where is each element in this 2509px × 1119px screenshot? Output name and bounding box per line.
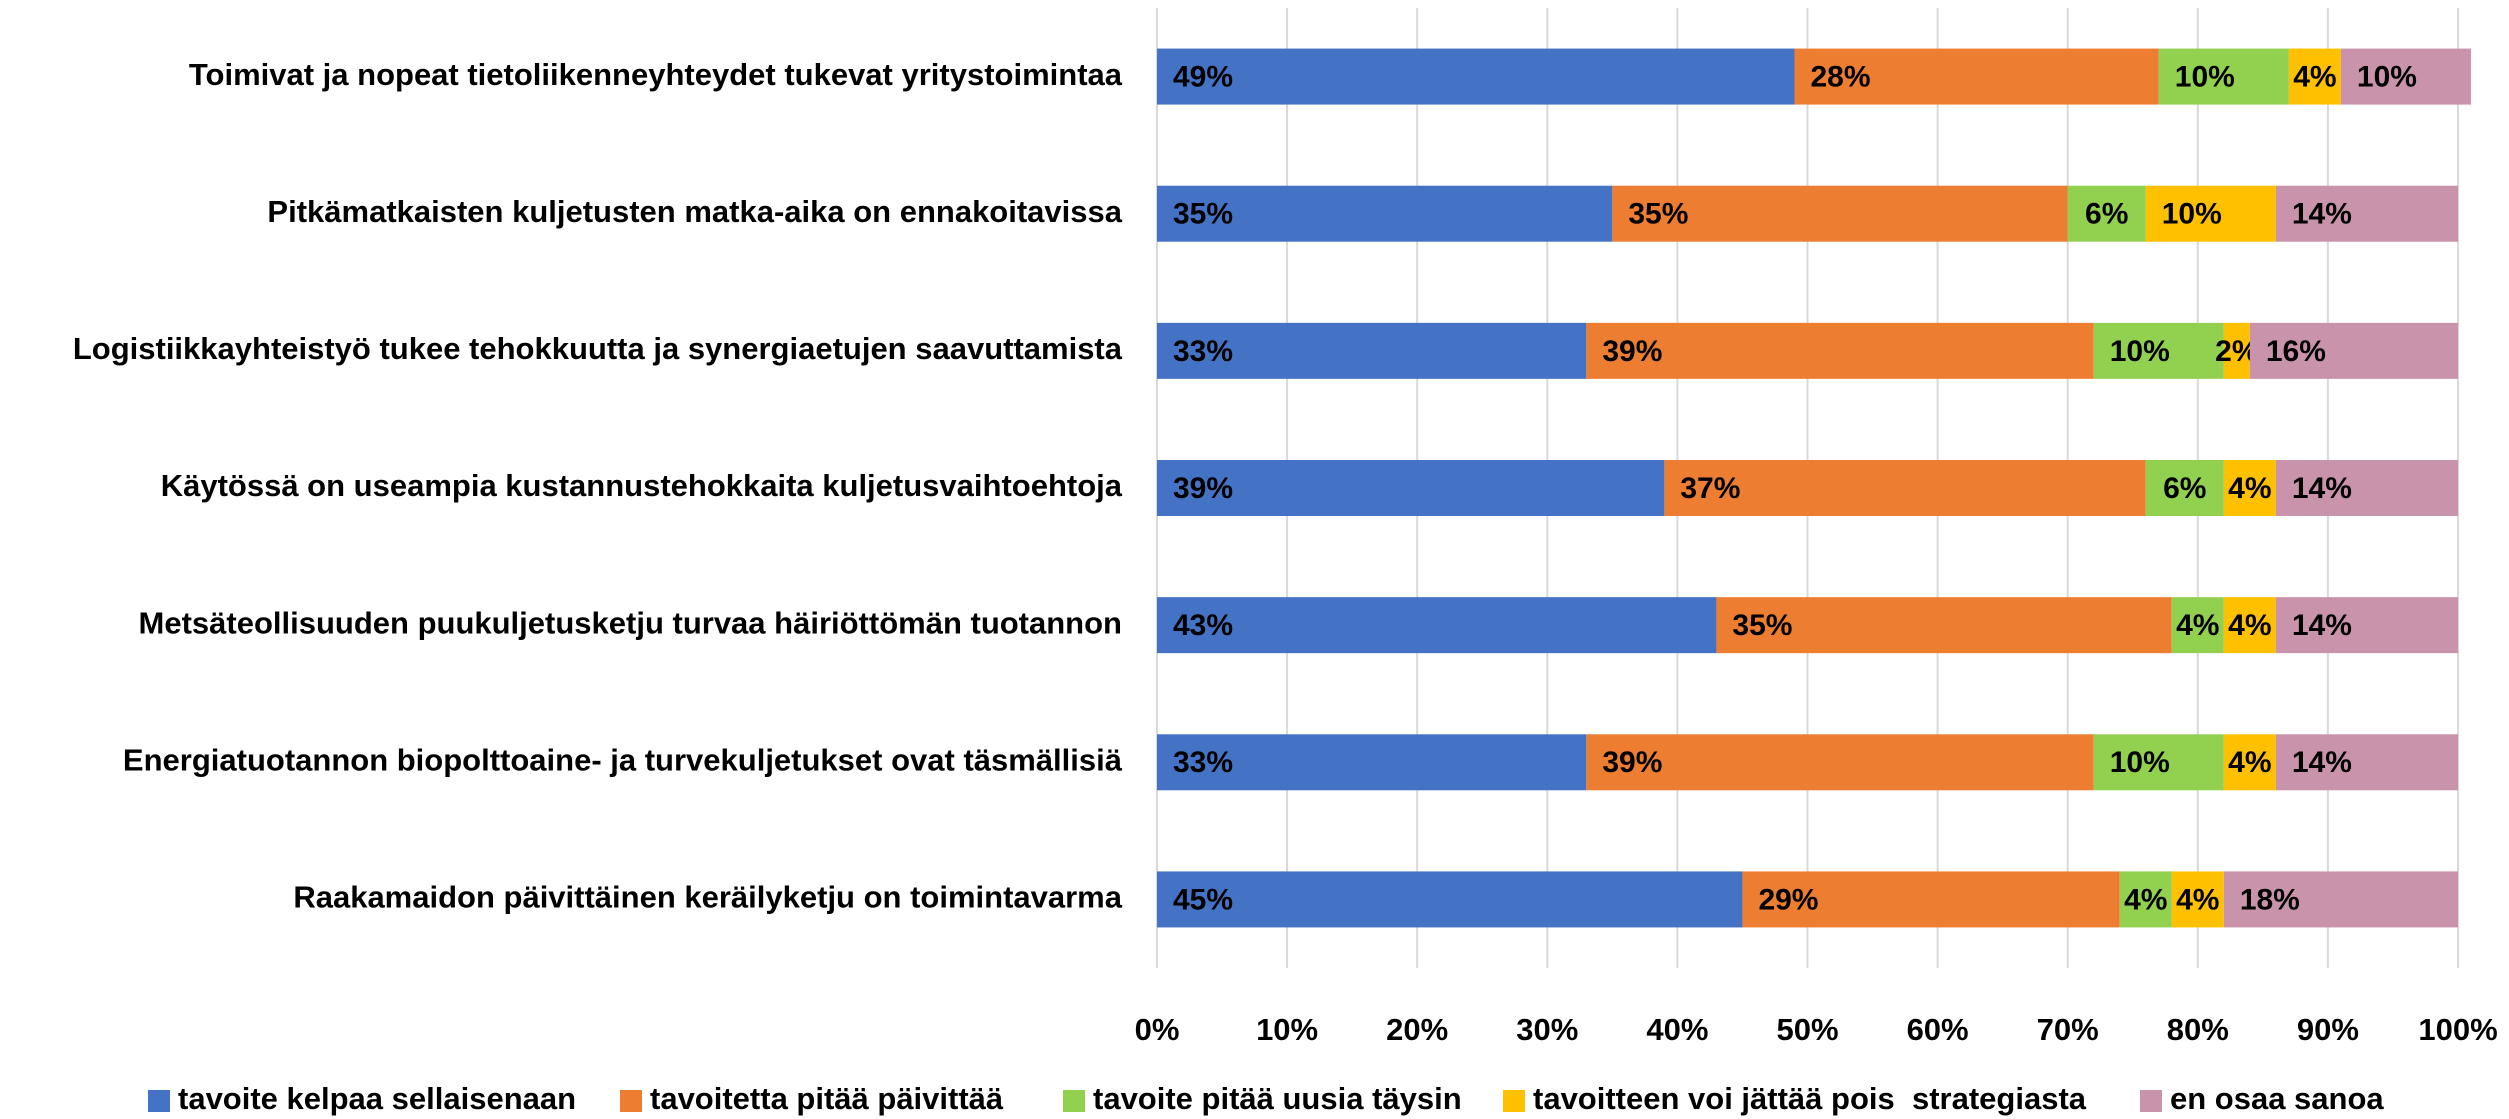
y-tick-label: Logistiikkayhteistyö tukee tehokkuutta j… (73, 331, 1123, 366)
data-label: 4% (2228, 472, 2271, 505)
x-tick-label: 10% (1256, 1012, 1318, 1047)
x-tick-label: 30% (1516, 1012, 1578, 1047)
bar-segment (2223, 871, 2458, 928)
bar-segment (2288, 48, 2341, 105)
legend-label: tavoite pitää uusia täysin (1093, 1081, 1462, 1116)
data-label: 10% (2110, 335, 2170, 368)
bar-segment (1157, 185, 1613, 242)
data-label: 39% (1602, 746, 1662, 779)
legend-marker (2140, 1090, 2162, 1112)
bar-segment (1157, 597, 1717, 654)
data-label: 4% (2176, 883, 2219, 916)
legend-marker (1503, 1090, 1525, 1112)
data-label: 49% (1173, 60, 1233, 93)
data-label: 33% (1173, 746, 1233, 779)
data-label: 29% (1758, 883, 1818, 916)
data-label: 14% (2292, 609, 2352, 642)
bar-segment (2171, 597, 2224, 654)
bar-segment (2171, 871, 2224, 928)
legend-marker (1063, 1090, 1085, 1112)
bar-segment (1612, 185, 2068, 242)
data-label: 33% (1173, 335, 1233, 368)
y-tick-label: Metsäteollisuuden puukuljetusketju turva… (139, 605, 1122, 640)
x-tick-label: 100% (2418, 1012, 2497, 1047)
legend-label: tavoitteen voi jättää pois strategiasta (1533, 1081, 2087, 1116)
bar-segment (2119, 871, 2172, 928)
y-tick-label: Pitkämatkaisten kuljetusten matka-aika o… (267, 194, 1122, 229)
data-label: 43% (1173, 609, 1233, 642)
bar-segment (2275, 597, 2458, 654)
data-label: 28% (1810, 60, 1870, 93)
legend-label: en osaa sanoa (2170, 1081, 2384, 1116)
bar-segment (2158, 48, 2289, 105)
x-tick-label: 90% (2297, 1012, 2359, 1047)
x-tick-label: 0% (1135, 1012, 1180, 1047)
data-label: 10% (2175, 60, 2235, 93)
data-label: 4% (2293, 60, 2336, 93)
bar-segment (2145, 185, 2276, 242)
data-label: 37% (1680, 472, 1740, 505)
legend-label: tavoitetta pitää päivittää (650, 1081, 1004, 1116)
data-label: 4% (2228, 609, 2271, 642)
data-label: 14% (2292, 746, 2352, 779)
bar-segment (2223, 322, 2250, 379)
x-tick-label: 20% (1386, 1012, 1448, 1047)
data-label: 35% (1732, 609, 1792, 642)
data-label: 14% (2292, 472, 2352, 505)
x-tick-label: 50% (1776, 1012, 1838, 1047)
bar-segment (2275, 185, 2458, 242)
data-label: 39% (1602, 335, 1662, 368)
data-label: 18% (2240, 883, 2300, 916)
data-label: 14% (2292, 198, 2352, 231)
data-label: 10% (2110, 746, 2170, 779)
bar-segment (2275, 460, 2458, 516)
bar-segment (1742, 871, 2120, 928)
data-label: 4% (2176, 609, 2219, 642)
x-tick-label: 60% (1907, 1012, 1969, 1047)
y-tick-label: Käytössä on useampia kustannustehokkaita… (161, 468, 1123, 503)
data-label: 16% (2266, 335, 2326, 368)
bar-segment (2093, 734, 2224, 791)
legend-marker (620, 1090, 642, 1112)
data-label: 4% (2124, 883, 2167, 916)
bar-segment (1157, 322, 1587, 379)
data-label: 35% (1173, 198, 1233, 231)
bar-segment (2223, 460, 2276, 516)
bar-segment (1157, 460, 1665, 516)
y-tick-label: Energiatuotannon biopolttoaine- ja turve… (123, 742, 1123, 777)
bar-segment (2340, 48, 2472, 105)
data-label: 10% (2162, 198, 2222, 231)
bar-segment (2067, 185, 2146, 242)
legend-marker (148, 1090, 170, 1112)
bar-segment (1794, 48, 2159, 105)
x-tick-label: 70% (2037, 1012, 2099, 1047)
data-label: 6% (2085, 198, 2128, 231)
legend-label: tavoite kelpaa sellaisenaan (178, 1081, 576, 1116)
bar-segment (1157, 871, 1743, 928)
bar-segment (2145, 460, 2224, 516)
bar-segment (1716, 597, 2172, 654)
data-label: 6% (2163, 472, 2206, 505)
bar-segment (2093, 322, 2224, 379)
data-label: 45% (1173, 883, 1233, 916)
data-label: 39% (1173, 472, 1233, 505)
bar-segment (1586, 734, 2094, 791)
y-tick-label: Raakamaidon päivittäinen keräilyketju on… (293, 880, 1122, 915)
bar-segment (2223, 734, 2276, 791)
bar-segment (1664, 460, 2146, 516)
bar-segment (1157, 734, 1587, 791)
bar-segment (1586, 322, 2094, 379)
x-tick-label: 80% (2167, 1012, 2229, 1047)
bar-segment (2275, 734, 2458, 791)
x-tick-label: 40% (1646, 1012, 1708, 1047)
data-label: 10% (2357, 60, 2417, 93)
bar-segment (2223, 597, 2276, 654)
y-tick-label: Toimivat ja nopeat tietoliikenneyhteydet… (189, 57, 1123, 92)
data-label: 35% (1628, 198, 1688, 231)
bar-segment (1157, 48, 1795, 105)
data-label: 4% (2228, 746, 2271, 779)
bar-segment (2249, 322, 2458, 379)
